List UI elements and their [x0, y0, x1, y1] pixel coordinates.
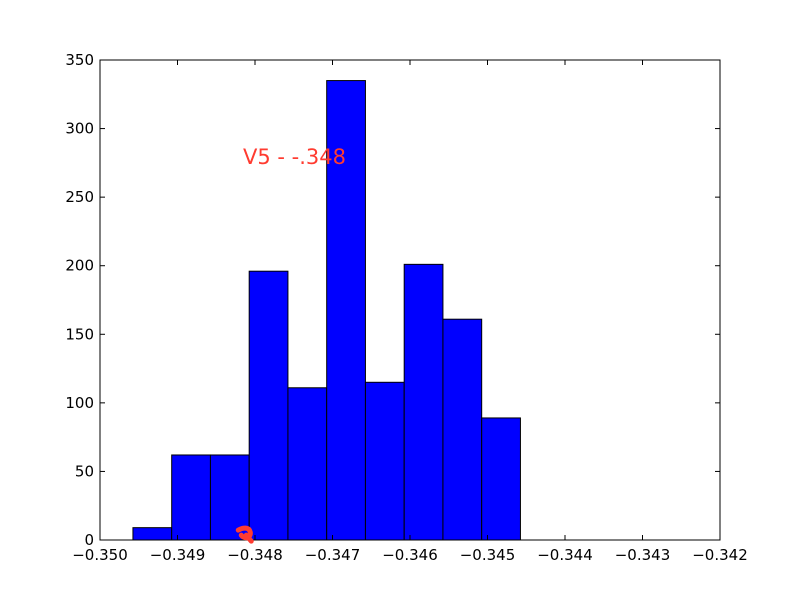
x-tick-label: −0.342: [692, 546, 748, 564]
y-tick-label: 0: [84, 531, 94, 549]
y-tick-label: 350: [65, 51, 94, 69]
y-tick-label: 200: [65, 257, 94, 275]
x-tick-label: −0.350: [72, 546, 128, 564]
y-tick-label: 250: [65, 188, 94, 206]
histogram-bar: [171, 454, 211, 541]
histogram-bar: [481, 417, 521, 541]
histogram-bar: [248, 270, 289, 541]
y-tick-label: 100: [65, 394, 94, 412]
marker-scribble: [235, 525, 254, 544]
x-tick-label: −0.346: [382, 546, 438, 564]
x-tick-label: −0.344: [537, 546, 593, 564]
histogram-bar: [326, 80, 366, 541]
ticks-group: −0.350 −0.349 −0.348 −0.347 −0.346 −0.345 −0.3…: [65, 51, 747, 564]
y-tick-label: 150: [65, 325, 94, 343]
histogram-bar: [403, 263, 444, 541]
y-tick-label: 50: [75, 462, 94, 480]
histogram-bar: [132, 527, 173, 541]
y-tick-label: 300: [65, 120, 94, 138]
x-tick-label: −0.343: [615, 546, 671, 564]
x-tick-label: −0.345: [460, 546, 516, 564]
annotation-text: V5 - -.348: [243, 145, 346, 169]
marker-group: [235, 525, 254, 544]
histogram-bar: [442, 318, 483, 541]
plot-frame: [99, 59, 721, 541]
histogram-bar: [364, 381, 405, 541]
histogram-bar: [287, 387, 328, 541]
bars-group: [132, 80, 521, 541]
x-tick-label: −0.347: [305, 546, 361, 564]
x-tick-label: −0.349: [150, 546, 206, 564]
x-tick-label: −0.348: [227, 546, 283, 564]
